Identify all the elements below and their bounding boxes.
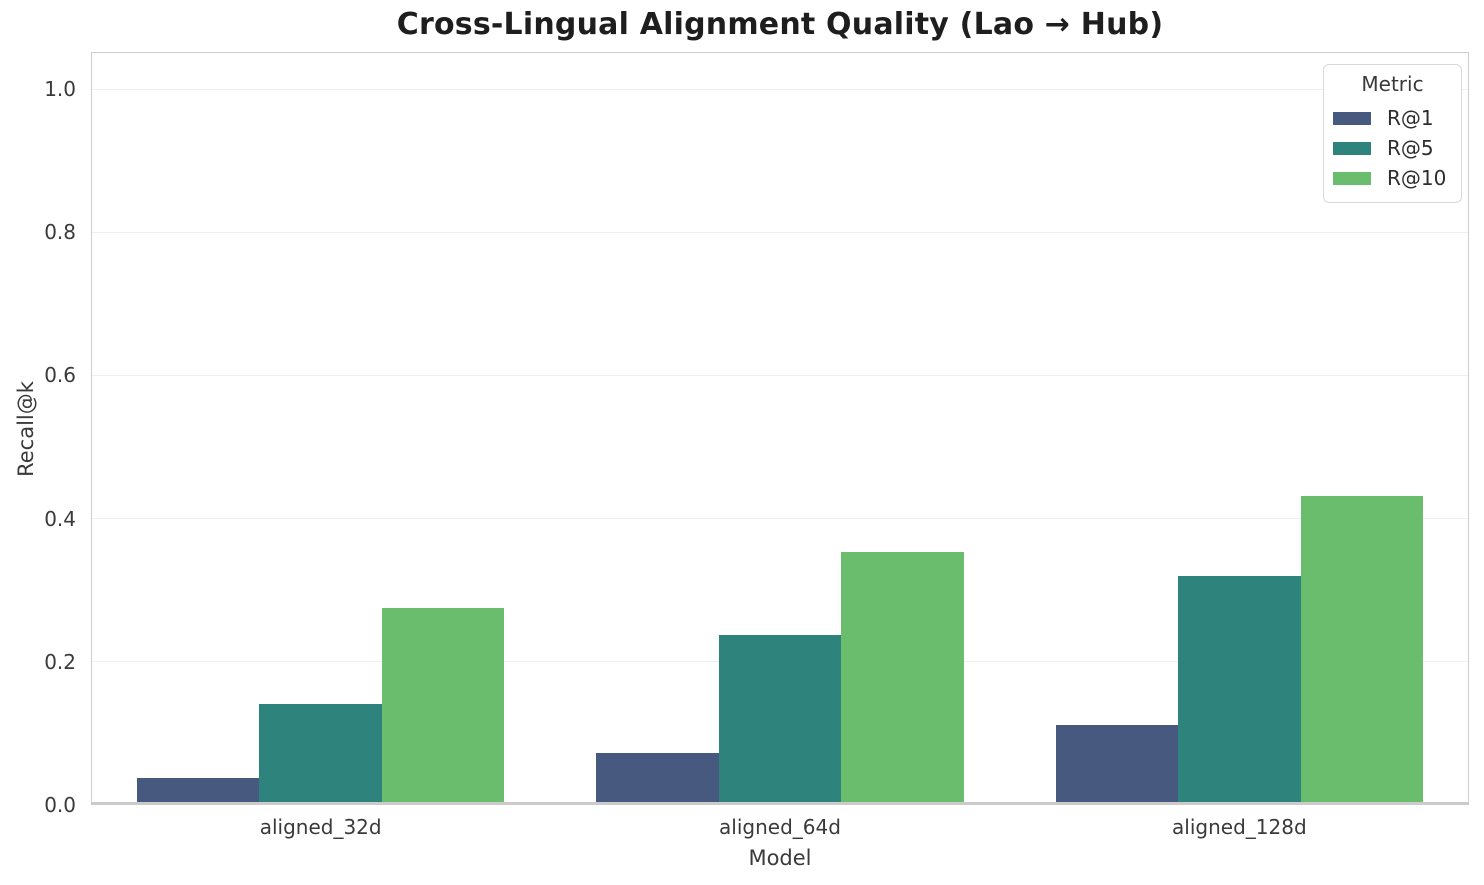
y-tick-label: 0.6 (44, 363, 76, 388)
bar-r10-aligned_64d (841, 552, 964, 805)
y-tick-label: 0.2 (44, 649, 76, 674)
x-axis-label: Model (748, 846, 812, 870)
legend-swatch-icon (1333, 171, 1371, 185)
bar-r1-aligned_32d (136, 777, 260, 805)
legend-item-label: R@10 (1387, 166, 1447, 190)
gridline (91, 88, 1469, 90)
legend-item-label: R@5 (1387, 136, 1434, 160)
gridline (91, 374, 1469, 376)
bar-r10-aligned_128d (1300, 495, 1424, 805)
gridline (91, 231, 1469, 233)
y-tick-label: 0.4 (44, 506, 76, 531)
gridline (91, 518, 1469, 520)
legend-title: Metric (1361, 72, 1424, 96)
bar-r1-aligned_64d (596, 752, 719, 805)
bar-r1-aligned_128d (1055, 724, 1179, 805)
legend-swatch-icon (1333, 111, 1371, 125)
legend-item: R@5 (1324, 133, 1461, 163)
legend-item: R@10 (1324, 163, 1461, 193)
plot-area: Metric R@1 R@5 R@10 (91, 52, 1469, 805)
legend-item: R@1 (1324, 103, 1461, 133)
x-tick-label: aligned_32d (259, 815, 382, 839)
y-axis-label: Recall@k (14, 381, 38, 477)
bar-r10-aligned_32d (381, 608, 505, 805)
legend-item-label: R@1 (1387, 106, 1434, 130)
x-tick-label: aligned_64d (719, 815, 841, 839)
chart-title: Cross-Lingual Alignment Quality (Lao → H… (396, 7, 1164, 42)
y-tick-label: 1.0 (44, 77, 76, 101)
bar-r5-aligned_32d (259, 704, 382, 805)
y-tick-label: 0.0 (44, 793, 76, 817)
legend-swatch-icon (1333, 141, 1371, 155)
legend: Metric R@1 R@5 R@10 (1323, 64, 1462, 203)
y-tick-label: 0.8 (44, 220, 76, 245)
bar-r5-aligned_128d (1178, 575, 1301, 805)
bar-r5-aligned_64d (718, 635, 842, 805)
x-tick-label: aligned_128d (1172, 815, 1307, 839)
legend-items: R@1 R@5 R@10 (1324, 103, 1461, 193)
